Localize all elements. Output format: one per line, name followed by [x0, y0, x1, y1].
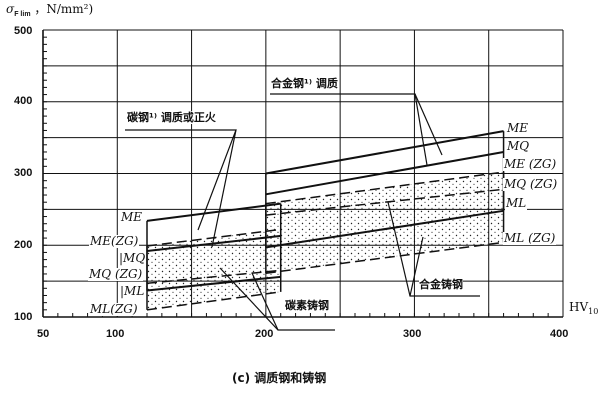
right-label-mq: MQ: [506, 139, 531, 153]
x-tick-50: 50: [37, 328, 50, 340]
x-axis-label: HV10: [569, 300, 599, 316]
y-axis-unit: ，N/mm²): [34, 2, 94, 16]
left-label-ml: |ML: [119, 284, 146, 298]
y-tick-500: 500: [14, 25, 33, 37]
series-line-me: [265, 130, 504, 175]
figure-caption: (c) 调质钢和铸钢: [232, 371, 327, 385]
leader-line: [409, 236, 424, 297]
x-axis-main: HV: [569, 300, 589, 314]
left-label-mq: |MQ: [118, 251, 147, 265]
x-tick-200: 200: [255, 328, 274, 340]
y-axis-sub: F lim: [14, 11, 31, 18]
annotation-alloy-steel: 合金钢¹⁾ 调质: [271, 77, 338, 90]
series-line-mq: [146, 234, 281, 252]
series-line-mqzg: [265, 188, 504, 216]
right-label-ml-zg: ML (ZG): [503, 231, 557, 245]
series-line-mqzg: [146, 269, 281, 285]
right-label-me: ME: [506, 121, 530, 135]
y-tick-400: 400: [14, 95, 33, 107]
y-axis-symbol: σ: [6, 2, 15, 16]
x-tick-400: 400: [550, 328, 569, 340]
series-line-mezg: [265, 171, 504, 205]
stipple-region: [265, 172, 504, 274]
leader-line: [414, 93, 443, 156]
x-tick-100: 100: [106, 328, 125, 340]
leader-line: [211, 129, 237, 248]
annotation-carbon-steel: 碳钢¹⁾ 调质或正火: [127, 111, 216, 124]
x-axis-sub: 10: [588, 307, 599, 316]
y-tick-200: 200: [14, 239, 33, 251]
right-label-mq-zg: MQ (ZG): [503, 177, 559, 191]
right-label-me-zg: ME (ZG): [503, 157, 558, 171]
series-line-mlzg: [146, 291, 281, 311]
left-label-me: ME: [120, 210, 144, 224]
left-label-me-zg: ME(ZG): [89, 234, 140, 248]
left-label-mq-zg: MQ (ZG): [88, 267, 144, 281]
leader-line: [251, 272, 279, 331]
y-axis-label: σF lim ，N/mm²): [6, 2, 94, 18]
leader-line: [270, 93, 428, 166]
y-tick-100: 100: [14, 311, 33, 323]
series-line-ml: [265, 209, 504, 249]
annotation-carbon-cast-steel: 碳素铸钢: [285, 299, 329, 312]
x-tick-300: 300: [403, 328, 422, 340]
y-tick-300: 300: [14, 167, 33, 179]
series-line-ml: [146, 275, 281, 292]
series-line-mq: [265, 150, 504, 196]
stipple-region: [147, 229, 281, 310]
series-line-me: [146, 202, 281, 222]
series-line-mlzg: [265, 241, 504, 274]
left-label-ml-zg: ML(ZG): [89, 302, 139, 316]
right-label-ml: ML: [505, 196, 528, 210]
annotation-alloy-cast-steel: 合金铸钢: [419, 278, 463, 291]
